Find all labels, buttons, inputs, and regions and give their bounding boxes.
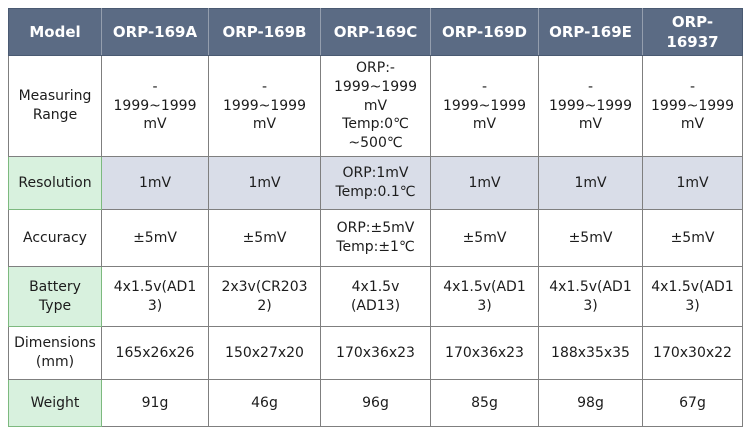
spec-cell: 4x1.5v(AD1 3) xyxy=(430,266,539,327)
col-header-orp-169a: ORP-169A xyxy=(101,8,209,56)
spec-cell: 4x1.5v (AD13) xyxy=(320,266,431,327)
col-header-orp-169d: ORP-169D xyxy=(430,8,539,56)
spec-cell: ORP:1mV Temp:0.1℃ xyxy=(320,156,431,210)
spec-cell: 1mV xyxy=(430,156,539,210)
row-label-battery-type: Battery Type xyxy=(8,266,102,327)
spec-cell: - 1999~1999 mV xyxy=(430,55,539,157)
spec-cell: 85g xyxy=(430,379,539,427)
row-weight: Weight 91g 46g 96g 85g 98g 67g xyxy=(8,379,743,427)
col-header-orp-169e: ORP-169E xyxy=(538,8,643,56)
col-header-orp-169b: ORP-169B xyxy=(208,8,321,56)
spec-cell: 170x36x23 xyxy=(320,326,431,380)
spec-cell: 150x27x20 xyxy=(208,326,321,380)
row-dimensions: Dimensions (mm) 165x26x26 150x27x20 170x… xyxy=(8,326,743,380)
spec-cell: 165x26x26 xyxy=(101,326,209,380)
spec-cell: - 1999~1999 mV xyxy=(642,55,743,157)
spec-cell: 98g xyxy=(538,379,643,427)
spec-cell: 4x1.5v(AD1 3) xyxy=(538,266,643,327)
spec-cell: - 1999~1999 mV xyxy=(208,55,321,157)
spec-cell: 4x1.5v(AD1 3) xyxy=(642,266,743,327)
col-header-orp-169c: ORP-169C xyxy=(320,8,431,56)
spec-cell: - 1999~1999 mV xyxy=(101,55,209,157)
row-label-accuracy: Accuracy xyxy=(8,209,102,267)
spec-cell: 96g xyxy=(320,379,431,427)
spec-cell: 4x1.5v(AD1 3) xyxy=(101,266,209,327)
spec-cell: 1mV xyxy=(538,156,643,210)
spec-cell: 46g xyxy=(208,379,321,427)
header-row: Model ORP-169A ORP-169B ORP-169C ORP-169… xyxy=(8,8,743,56)
spec-cell: ±5mV xyxy=(538,209,643,267)
spec-cell: 1mV xyxy=(101,156,209,210)
model-header-cell: Model xyxy=(8,8,102,56)
spec-cell: 170x36x23 xyxy=(430,326,539,380)
col-header-orp-16937: ORP-16937 xyxy=(642,8,743,56)
row-label-weight: Weight xyxy=(8,379,102,427)
spec-cell: - 1999~1999 mV xyxy=(538,55,643,157)
row-accuracy: Accuracy ±5mV ±5mV ORP:±5mV Temp:±1℃ ±5m… xyxy=(8,209,743,267)
spec-cell: 2x3v(CR203 2) xyxy=(208,266,321,327)
spec-cell: 91g xyxy=(101,379,209,427)
spec-comparison-table: Model ORP-169A ORP-169B ORP-169C ORP-169… xyxy=(8,8,743,427)
row-label-dimensions: Dimensions (mm) xyxy=(8,326,102,380)
row-label-measuring-range: Measuring Range xyxy=(8,55,102,157)
spec-cell: ORP:±5mV Temp:±1℃ xyxy=(320,209,431,267)
spec-cell: 1mV xyxy=(208,156,321,210)
row-label-resolution: Resolution xyxy=(8,156,102,210)
spec-cell: 67g xyxy=(642,379,743,427)
spec-cell: 188x35x35 xyxy=(538,326,643,380)
spec-cell: ±5mV xyxy=(430,209,539,267)
row-battery-type: Battery Type 4x1.5v(AD1 3) 2x3v(CR203 2)… xyxy=(8,266,743,327)
spec-cell: ORP:- 1999~1999 mV Temp:0℃ ~500℃ xyxy=(320,55,431,157)
row-resolution: Resolution 1mV 1mV ORP:1mV Temp:0.1℃ 1mV… xyxy=(8,156,743,210)
spec-cell: 1mV xyxy=(642,156,743,210)
spec-cell: ±5mV xyxy=(208,209,321,267)
spec-cell: ±5mV xyxy=(642,209,743,267)
row-measuring-range: Measuring Range - 1999~1999 mV - 1999~19… xyxy=(8,55,743,157)
spec-cell: ±5mV xyxy=(101,209,209,267)
spec-cell: 170x30x22 xyxy=(642,326,743,380)
